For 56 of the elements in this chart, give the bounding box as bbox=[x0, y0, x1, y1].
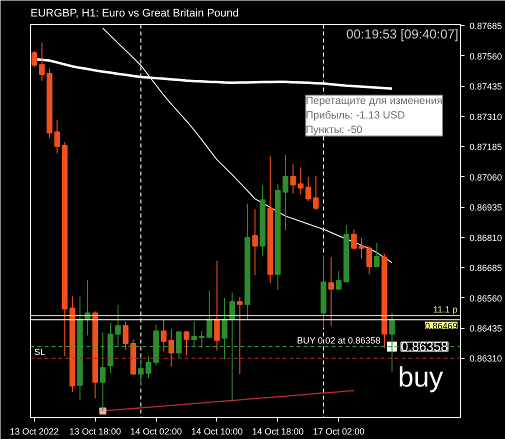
candlestick bbox=[198, 330, 205, 349]
y-tick-label: 0.86435 bbox=[470, 324, 502, 334]
ref-line-label: 11.1 p bbox=[433, 304, 458, 315]
candlestick bbox=[305, 176, 312, 202]
x-tick-label: 13 Oct 18:00 bbox=[69, 426, 121, 436]
candlestick bbox=[138, 357, 144, 386]
x-tick-label: 14 Oct 10:00 bbox=[191, 426, 243, 436]
y-tick-label: 0.87060 bbox=[470, 172, 502, 182]
annotation: buy bbox=[398, 362, 444, 393]
candlestick bbox=[252, 208, 258, 276]
candlestick bbox=[54, 119, 60, 154]
candlestick bbox=[168, 328, 174, 367]
candlestick bbox=[191, 320, 197, 348]
x-tick-label: 14 Oct 02:00 bbox=[130, 426, 182, 436]
y-tick-label: 0.87685 bbox=[470, 21, 502, 32]
candlestick bbox=[366, 246, 372, 275]
candlestick bbox=[115, 304, 121, 348]
candlestick bbox=[328, 256, 334, 327]
y-tick-label: 0.87310 bbox=[470, 112, 502, 122]
y-tick-label: 0.87185 bbox=[470, 142, 502, 152]
candlestick bbox=[313, 175, 319, 210]
candlestick bbox=[290, 164, 296, 194]
candlestick bbox=[122, 320, 128, 350]
y-tick-label: 0.86560 bbox=[470, 293, 502, 304]
annotation: Прибыль: -1.13 USD bbox=[306, 110, 406, 122]
candlestick bbox=[214, 260, 220, 352]
y-tick-label: 0.87435 bbox=[470, 82, 502, 92]
annotation: Перетащите для изменения bbox=[306, 95, 442, 108]
candlestick bbox=[229, 292, 236, 402]
ref-line-label: SL bbox=[34, 347, 46, 358]
candlestick bbox=[176, 330, 182, 358]
candlestick bbox=[389, 312, 395, 372]
y-tick-label: 0.86935 bbox=[470, 202, 502, 213]
annotation: 00:19:53 [09:40:07] bbox=[346, 26, 458, 42]
y-tick-label: 0.86810 bbox=[470, 232, 502, 243]
candlestick bbox=[236, 296, 243, 375]
candlestick bbox=[184, 330, 190, 356]
candlestick bbox=[160, 318, 167, 352]
x-tick-label: 17 Oct 02:00 bbox=[312, 426, 365, 436]
chart-title: EURGBP, H1: Euro vs Great Britain Pound bbox=[30, 8, 239, 20]
ref-line-label: BUY 0.02 at 0.86358 bbox=[296, 336, 380, 346]
candlestick bbox=[146, 356, 152, 379]
candlestick bbox=[298, 166, 304, 195]
candlestick bbox=[222, 297, 228, 360]
y-tick-label: 0.86685 bbox=[470, 263, 502, 274]
candlestick bbox=[282, 154, 288, 231]
x-tick-label: 13 Oct 2022 bbox=[10, 426, 59, 436]
candlestick bbox=[374, 242, 380, 268]
candlestick bbox=[206, 290, 212, 339]
candlestick bbox=[336, 270, 342, 291]
x-tick-label: 14 Oct 18:00 bbox=[252, 426, 304, 436]
candlestick bbox=[31, 50, 38, 68]
annotation: Пункты: -50 bbox=[306, 124, 363, 136]
ref-line-label: 0.86469 bbox=[424, 320, 458, 331]
y-tick-label: 0.86310 bbox=[470, 354, 502, 364]
y-tick-label: 0.87560 bbox=[470, 51, 502, 62]
